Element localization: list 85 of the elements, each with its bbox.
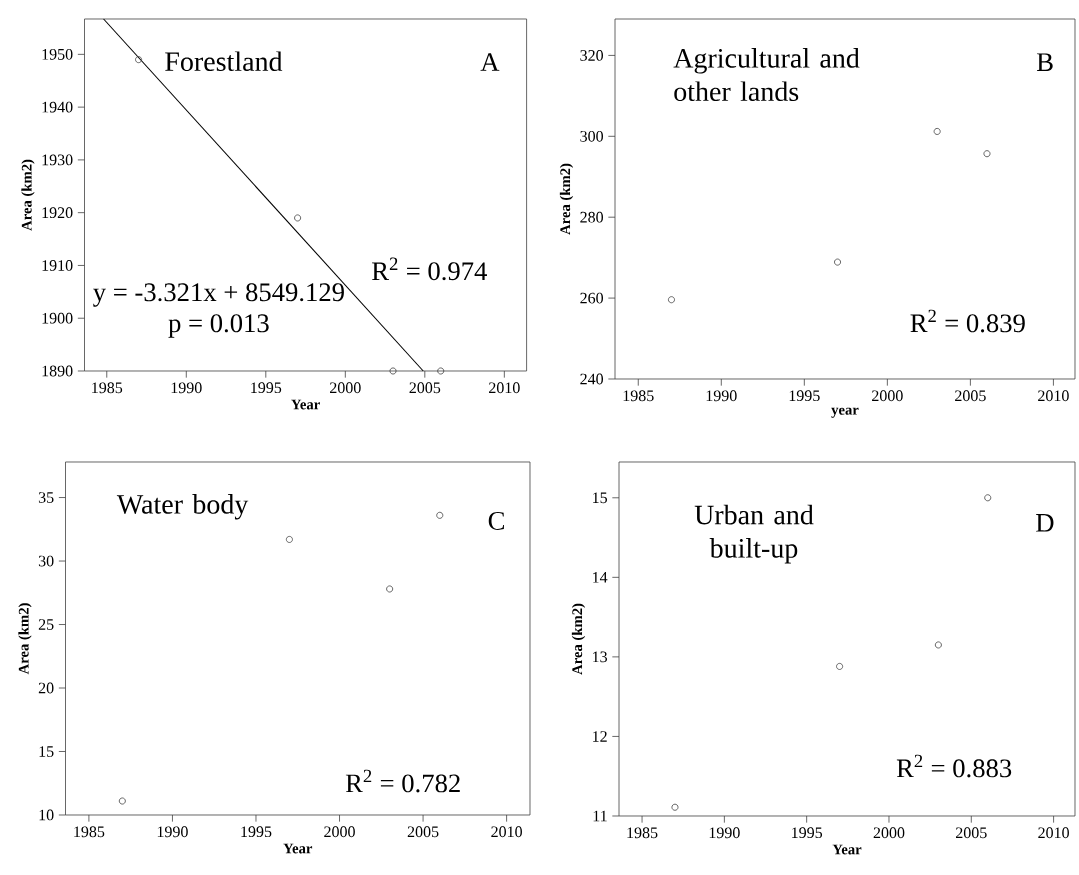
y-tick-label: 35 — [38, 492, 54, 503]
y-tick-label: 15 — [593, 492, 608, 504]
y-tick-label: 1950 — [42, 48, 73, 60]
point — [668, 296, 675, 304]
x-axis-title: Year — [283, 843, 313, 854]
point — [436, 511, 444, 519]
annotation: A — [480, 53, 500, 71]
x-tick-label: 2010 — [1038, 827, 1069, 839]
x-tick-label: 2000 — [324, 826, 355, 838]
y-tick-label: 320 — [580, 50, 604, 61]
y-tick-label: 300 — [580, 130, 604, 142]
point — [294, 214, 302, 222]
x-tick-label: 2000 — [873, 827, 905, 839]
point — [389, 367, 397, 375]
annotation: R$^{2}$ = 0.974 — [372, 257, 487, 281]
y-tick-label: 260 — [580, 292, 604, 304]
text: Water body — [116, 494, 249, 520]
point — [135, 56, 143, 64]
x-tick-label: 1995 — [792, 827, 823, 839]
annotation: D — [1036, 514, 1054, 532]
x-tick-label: 2000 — [330, 382, 361, 394]
y-tick-label: 10 — [39, 809, 54, 821]
x-tick-label: 2005 — [956, 827, 987, 839]
annotation: R$^{2}$ = 0.839 — [910, 309, 1025, 333]
y-tick-label: 25 — [38, 619, 54, 630]
x-axis-title: year — [831, 407, 859, 418]
point — [671, 803, 679, 811]
x-tick-label: 2005 — [955, 390, 986, 402]
annotation: B — [1036, 53, 1053, 71]
y-tick-label: 240 — [580, 373, 604, 385]
y-axis-title: Area (km2) — [559, 163, 574, 235]
x-tick-label: 2010 — [1038, 390, 1069, 402]
x-tick-label: 1985 — [623, 390, 654, 402]
x-tick-label: 1990 — [157, 826, 188, 838]
x-tick-label: 2000 — [872, 390, 903, 402]
y-tick-label: 20 — [38, 682, 54, 694]
x-tick-label: 1990 — [171, 382, 202, 394]
y-tick-label: 30 — [38, 555, 54, 567]
point — [934, 641, 942, 649]
y-axis-title: Area (km2) — [21, 159, 35, 231]
point — [118, 797, 126, 805]
text: Agricultural and other lands — [673, 48, 860, 102]
x-tick-label: 1995 — [241, 826, 272, 838]
y-tick-label: 280 — [580, 211, 604, 223]
y-tick-label: 11 — [593, 810, 607, 822]
x-tick-label: 1990 — [709, 827, 740, 839]
point — [983, 150, 991, 158]
y-tick-label: 14 — [593, 572, 608, 583]
x-tick-label: 1995 — [789, 390, 820, 402]
annotation: R$^{2}$ = 0.782 — [345, 769, 460, 793]
y-tick-label: 1910 — [42, 260, 73, 271]
x-tick-label: 2005 — [409, 382, 441, 394]
point — [933, 127, 941, 135]
y-tick-label: 1940 — [42, 101, 73, 113]
x-tick-label: 1995 — [251, 382, 282, 394]
x-tick-label: 1985 — [627, 827, 658, 839]
x-tick-label: 2010 — [489, 382, 520, 394]
x-axis-title: Year — [832, 844, 862, 855]
point — [386, 585, 394, 593]
x-axis-title: Year — [291, 399, 320, 410]
text: Urban and built-up — [694, 504, 814, 564]
y-axis-title: Area (km2) — [18, 603, 32, 675]
y-tick-label: 1890 — [42, 365, 73, 377]
point — [285, 535, 293, 543]
x-tick-label: 1985 — [74, 826, 105, 838]
annotation: y = -3.321x + 8549.129 — [93, 283, 344, 307]
x-tick-label: 1990 — [706, 390, 737, 402]
text: Forestland — [165, 51, 283, 72]
annotation: R$^{2}$ = 0.883 — [896, 754, 1012, 778]
x-tick-label: 1985 — [92, 382, 123, 394]
point — [836, 662, 844, 670]
annotation: C — [488, 511, 504, 530]
y-tick-label: 12 — [593, 731, 607, 742]
x-tick-label: 2010 — [491, 826, 522, 838]
y-tick-label: 15 — [39, 746, 54, 757]
annotation: p = 0.013 — [168, 314, 269, 338]
y-tick-label: 1920 — [42, 207, 73, 219]
point — [437, 367, 445, 375]
point — [984, 494, 992, 502]
y-axis-title: Area (km2) — [571, 603, 586, 675]
y-tick-label: 1900 — [42, 312, 73, 324]
y-tick-label: 1930 — [42, 154, 73, 166]
y-tick-label: 13 — [593, 651, 608, 663]
x-tick-label: 2005 — [407, 826, 439, 838]
point — [834, 258, 841, 266]
